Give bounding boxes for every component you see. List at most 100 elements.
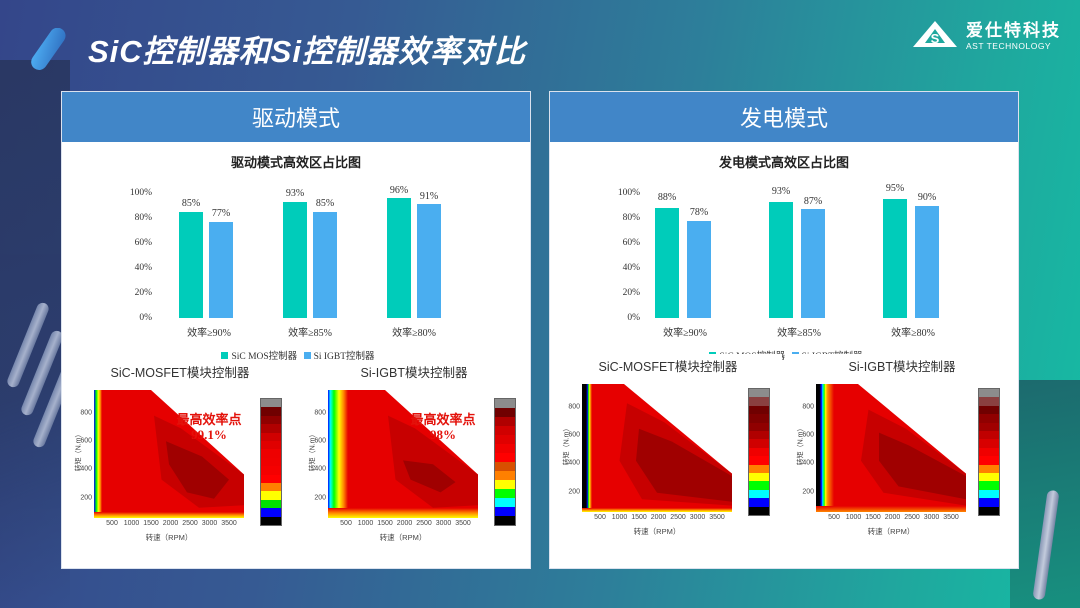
panel-header: 发电模式 [550,92,1018,142]
x-tick: 3500 [709,514,725,521]
legend-label-sic: SiC MOS控制器 [231,352,298,362]
bar-value-label: 77% [211,208,231,220]
efficiency-contour-plot [328,390,478,518]
chart-title: 发电模式高效区占比图 [718,155,849,170]
y-tick: 40% [134,263,152,273]
brand-name-en: AST TECHNOLOGY [966,41,1052,51]
x-tick: 2000 [396,520,413,527]
bar-group: 96% 91% [387,185,447,318]
title-logo-icon [31,28,66,70]
map-y-ticks: 800 600 400 200 [76,390,94,518]
efficiency-maps: SiC-MOSFET模块控制器 800 600 400 200 转矩（N.m） … [550,354,1018,565]
map-title: SiC-MOSFET模块控制器 [110,366,250,380]
bar-value-label: 87% [803,195,823,207]
x-tick: 1000 [357,520,374,527]
x-category-label: 效率≥90% [663,328,707,339]
brand-name-cn: 爱仕特科技 [966,21,1061,40]
bar-value-label: 85% [315,198,335,210]
chart-title: 驱动模式高效区占比图 [230,155,361,170]
y-tick: 20% [622,288,640,298]
efficiency-map-si: Si-IGBT模块控制器 800 600 400 200 转矩（N.m） 500… [788,354,1016,554]
bar-value-label: 93% [771,185,791,197]
y-tick: 800 [80,409,92,417]
bar-value-label: 95% [885,183,905,195]
bar-sic [283,201,307,318]
bar-sic [387,198,411,318]
bar-value-label: 88% [657,192,677,203]
x-tick: 500 [594,514,606,521]
x-tick: 3000 [201,520,218,527]
x-category-label: 效率≥85% [288,328,332,339]
y-tick: 400 [80,465,92,473]
bar-value-label: 91% [419,190,439,202]
map-y-ticks: 800 600 400 200 [310,390,328,518]
peak-efficiency-note: 最高效率点 98% [408,412,478,442]
x-tick: 2500 [670,514,686,521]
y-tick: 60% [622,238,640,248]
note-value: 99.1% [191,427,227,442]
bar-si [313,211,337,318]
y-tick: 200 [568,488,580,496]
map-y-label: 转矩（N.m） [563,424,571,466]
y-tick: 600 [568,431,580,439]
color-scale-bar [260,398,282,526]
efficiency-maps: SiC-MOSFET模块控制器 800 600 400 200 转矩（N.m） … [62,360,530,565]
pin-graphic [1032,489,1060,601]
bar-value-label: 78% [689,207,709,218]
y-tick: 0% [627,313,640,323]
bar-group: 93% 87% [769,186,829,318]
efficiency-contour-plot [816,384,966,512]
x-tick: 3500 [943,514,959,521]
x-tick: 500 [106,520,118,527]
efficiency-map-si: Si-IGBT模块控制器 800 600 400 200 转矩（N.m） 500… [300,360,528,560]
background-decoration-left [0,60,77,608]
x-tick: 2000 [884,514,901,521]
bar-si [687,220,711,318]
y-tick: 400 [314,465,326,473]
note-value: 98% [430,427,456,442]
map-x-label: 转速（RPM） [145,533,193,542]
bar-chart-generation: 100% 80% 60% 40% 20% 0% 88% 78% 效率≥90% 9… [550,175,1018,350]
x-tick: 2500 [904,514,920,521]
x-tick: 2000 [650,514,667,521]
y-tick: 400 [568,459,580,467]
y-tick: 200 [802,488,814,496]
peak-efficiency-note: 最高效率点 99.1% [174,412,244,442]
bar-group: 95% 90% [883,183,943,318]
x-tick: 3500 [455,520,471,527]
x-tick: 1000 [123,520,140,527]
note-label: 最高效率点 [410,412,476,427]
x-tick: 2500 [416,520,432,527]
bar-group: 85% 77% [179,193,239,318]
y-tick: 40% [622,263,640,273]
x-tick: 500 [340,520,352,527]
brand-logo: S 爱仕特科技 AST TECHNOLOGY [912,16,1061,51]
map-y-label: 转矩（N.m） [309,430,317,472]
bar-value-label: 90% [917,192,937,203]
y-axis: 100% 80% 60% 40% 20% 0% [590,188,640,323]
x-tick: 2000 [162,520,179,527]
map-title: Si-IGBT模块控制器 [360,366,468,380]
x-tick: 500 [828,514,840,521]
y-axis: 100% 80% 60% 40% 20% 0% [102,188,152,323]
background-decoration-right [1010,380,1080,608]
bar-sic [179,211,203,318]
map-y-label: 转矩（N.m） [75,430,83,472]
efficiency-map-sic: SiC-MOSFET模块控制器 800 600 400 200 转矩（N.m） … [554,354,782,554]
x-category-label: 效率≥80% [891,328,935,339]
x-tick: 3000 [435,520,452,527]
bar-group: 88% 78% [655,192,715,318]
x-tick: 3000 [923,514,940,521]
x-tick: 1500 [143,520,159,527]
map-x-label: 转速（RPM） [867,527,915,536]
x-category-label: 效率≥80% [392,328,436,339]
x-tick: 1500 [377,520,393,527]
y-tick: 600 [314,437,326,445]
panel-generation-mode: 发电模式 发电模式高效区占比图 100% 80% 60% 40% 20% 0% … [549,91,1019,569]
y-tick: 80% [622,213,640,223]
y-tick: 600 [80,437,92,445]
map-y-ticks: 800 600 400 200 [564,384,582,512]
map-y-ticks: 800 600 400 200 [798,384,816,512]
legend-swatch-sic [221,352,229,359]
x-tick: 1500 [631,514,647,521]
